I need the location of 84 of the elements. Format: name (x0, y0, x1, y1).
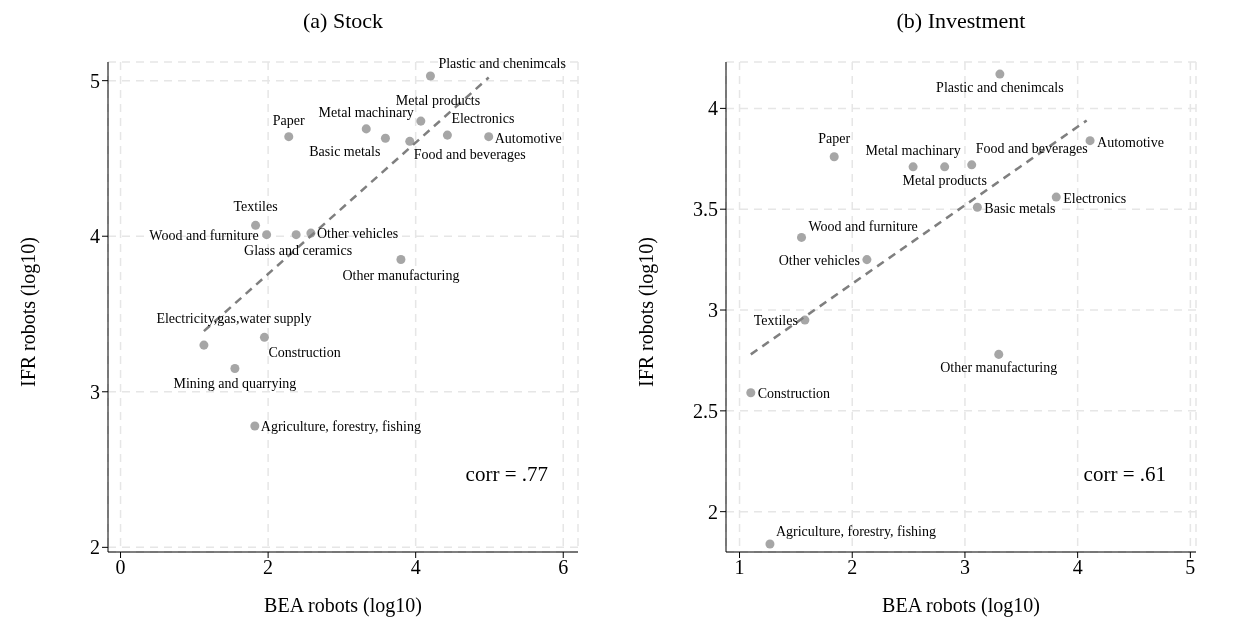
point (862, 255, 872, 265)
y-tick-label: 3 (708, 299, 718, 322)
point (442, 130, 452, 140)
point (405, 136, 415, 146)
point (797, 232, 807, 242)
annotation: Wood and furniture (808, 219, 918, 235)
x-axis-title: BEA robots (log10) (264, 594, 422, 617)
annotation: Plastic and chenimcals (438, 56, 566, 71)
annotation: Metal products (902, 172, 987, 188)
annotation: Automotive (494, 130, 562, 146)
annotation: Other vehicles (316, 226, 399, 242)
point (199, 340, 209, 350)
annotation: Electricity,gas,water supply (156, 311, 312, 327)
y-tick-label: 2 (90, 536, 100, 559)
y-tick-label: 3 (90, 380, 100, 403)
point (361, 124, 371, 134)
annotation: Basic metals (309, 144, 381, 160)
annotation: Textiles (233, 199, 278, 215)
point (765, 539, 775, 549)
y-tick-label: 4 (90, 225, 100, 248)
point (746, 388, 756, 398)
point (380, 133, 390, 143)
point (251, 220, 261, 230)
x-tick-label: 4 (410, 556, 421, 579)
point (425, 71, 435, 81)
chart-title: (b) Investment (895, 8, 1027, 35)
y-tick-label: 2 (708, 500, 718, 523)
annotation: Plastic and chenimcals (936, 80, 1064, 96)
point (416, 116, 426, 126)
x-tick-label: 2 (263, 556, 274, 579)
annotation: Other manufacturing (940, 360, 1058, 376)
point (284, 132, 294, 142)
annotation: Food and beverages (413, 147, 526, 163)
annotation: Electronics (451, 111, 515, 127)
annotation: corr = .77 (465, 462, 548, 487)
point (940, 162, 950, 172)
point (250, 421, 260, 431)
annotation: Paper (272, 112, 306, 128)
point (259, 332, 269, 342)
point (829, 152, 839, 162)
annotation: Wood and furniture (149, 227, 259, 243)
point (1085, 136, 1095, 146)
x-tick-label: 4 (1072, 556, 1083, 579)
annotation: Agriculture, forestry, fishing (775, 523, 937, 539)
point (995, 69, 1005, 79)
annotation: Food and beverages (975, 140, 1088, 156)
point (1051, 192, 1061, 202)
annotation: Construction (757, 385, 831, 401)
point (262, 230, 272, 240)
annotation: Basic metals (984, 201, 1056, 217)
annotation: Textiles (753, 313, 798, 329)
chart-title: (a) Stock (302, 8, 384, 35)
y-tick-label: 5 (90, 69, 100, 92)
y-axis-title: IFR robots (log10) (17, 237, 41, 387)
point (908, 162, 918, 172)
y-tick-label: 2.5 (693, 399, 718, 422)
annotation: Electronics (1063, 191, 1127, 207)
point (972, 202, 982, 212)
point (994, 349, 1004, 359)
x-tick-label: 1 (734, 556, 745, 579)
point (230, 363, 240, 373)
annotation: corr = .61 (1083, 462, 1166, 487)
y-axis-title: IFR robots (log10) (635, 237, 659, 387)
x-tick-label: 3 (959, 556, 970, 579)
x-tick-label: 0 (115, 556, 126, 579)
annotation: Metal machinary (865, 142, 961, 158)
y-tick-label: 4 (708, 97, 718, 120)
annotation: Glass and ceramics (244, 242, 353, 258)
annotation: Agriculture, forestry, fishing (260, 419, 421, 434)
annotation: Other vehicles (778, 252, 860, 268)
annotation: Construction (268, 345, 341, 361)
point (967, 160, 977, 170)
y-tick-label: 3.5 (693, 198, 718, 221)
point (484, 132, 494, 142)
point (396, 255, 406, 265)
x-tick-label: 2 (847, 556, 858, 579)
annotation: Other manufacturing (342, 267, 460, 283)
annotation: Paper (818, 130, 851, 146)
x-tick-label: 6 (558, 556, 569, 579)
annotation: Automotive (1097, 134, 1164, 150)
x-axis-title: BEA robots (log10) (882, 594, 1040, 617)
x-tick-label: 5 (1185, 556, 1196, 579)
point (291, 230, 301, 240)
annotation: Mining and quarrying (173, 376, 297, 392)
